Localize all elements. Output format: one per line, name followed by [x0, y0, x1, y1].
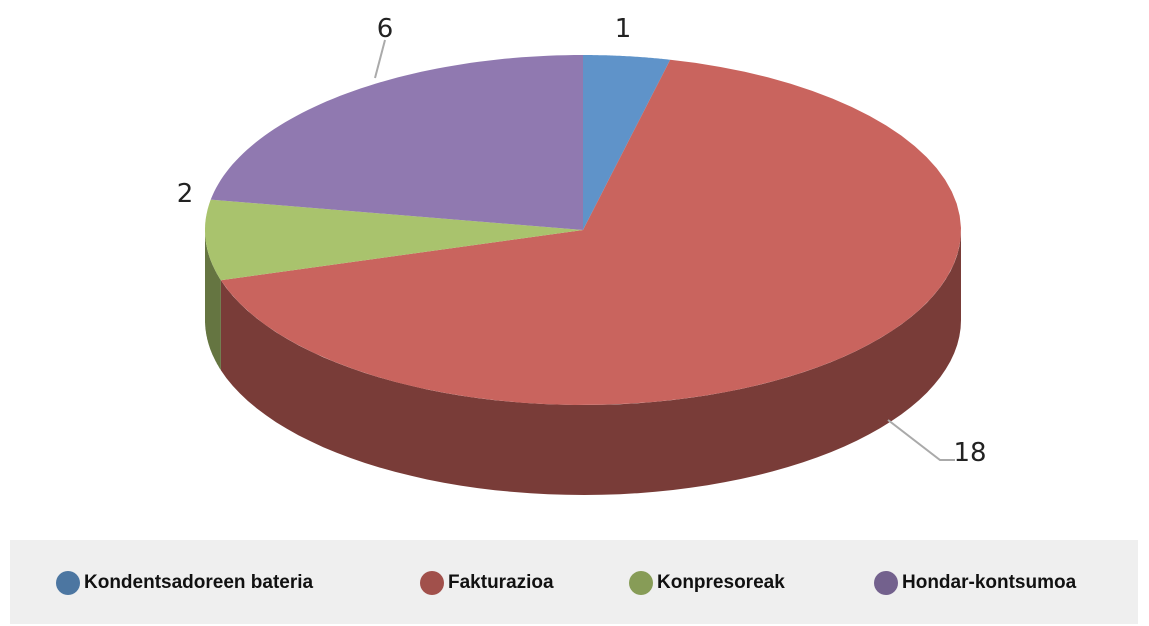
legend-label: Fakturazioa: [448, 572, 554, 593]
legend-marker: [874, 571, 898, 595]
pie-slice: [210, 55, 583, 230]
leader-line: [374, 39, 386, 79]
legend-marker: [56, 571, 80, 595]
legend-marker: [420, 571, 444, 595]
data-label: 2: [177, 179, 194, 209]
data-label: 1: [615, 14, 632, 44]
pie-side: [205, 230, 221, 371]
leader-line: [887, 419, 955, 461]
pie-slice: [205, 199, 583, 281]
legend-marker: [629, 571, 653, 595]
pie-side: [220, 230, 961, 495]
legend-box: [10, 540, 1138, 624]
legend-label: Hondar-kontsumoa: [902, 572, 1077, 593]
legend-label: Konpresoreak: [657, 572, 785, 593]
pie-slice: [583, 55, 671, 230]
data-label: 6: [377, 14, 394, 44]
data-label: 18: [953, 438, 986, 468]
legend-label: Kondentsadoreen bateria: [84, 572, 314, 593]
pie-slice: [220, 59, 961, 405]
